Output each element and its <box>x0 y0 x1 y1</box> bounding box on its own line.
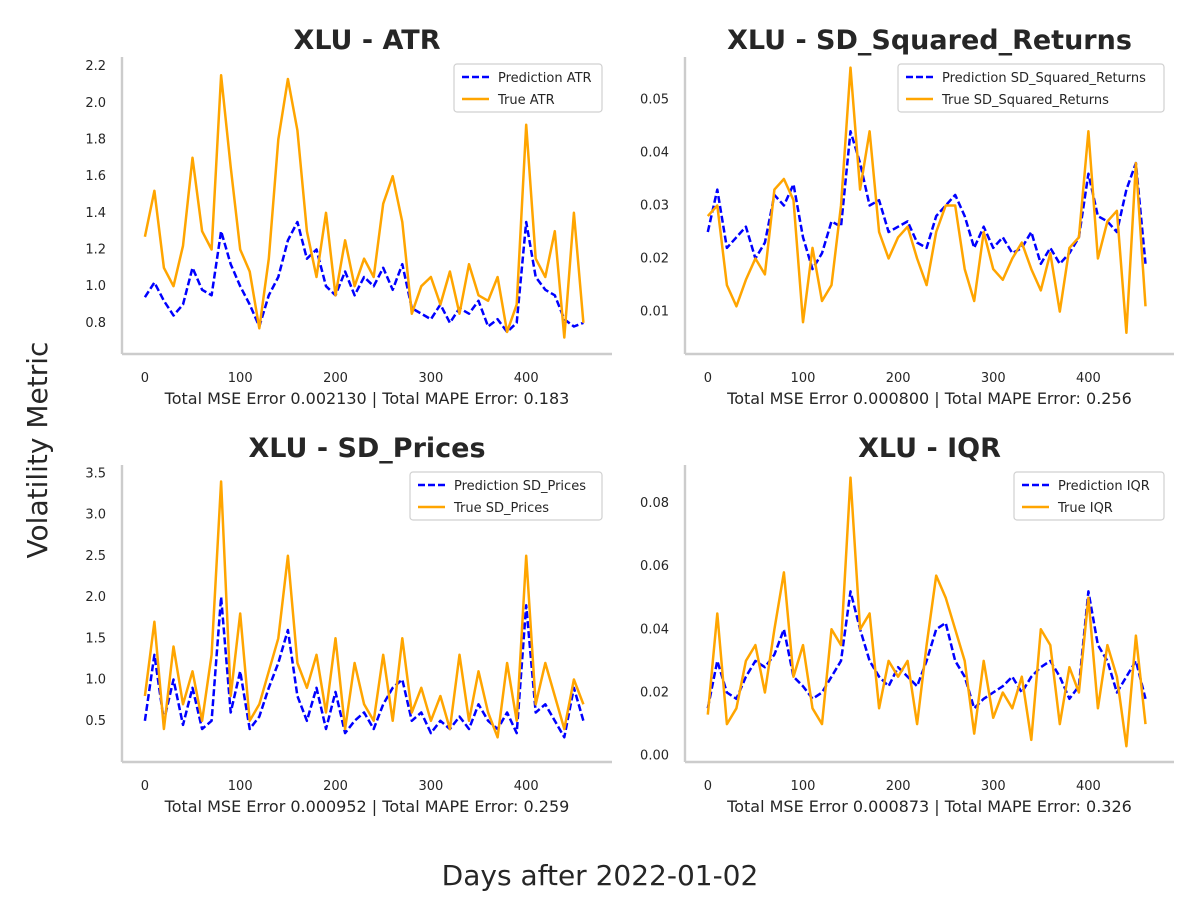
x-tick-label: 200 <box>323 371 348 386</box>
legend-box <box>453 63 603 113</box>
x-tick-label: 300 <box>418 779 443 794</box>
true-series-line <box>706 66 1147 335</box>
true-series-line <box>706 476 1147 748</box>
legend-entry: Prediction IQR <box>1058 479 1150 494</box>
legend-entry: Prediction SD_Prices <box>454 479 586 494</box>
legend-box <box>409 471 603 521</box>
x-tick-label: 400 <box>514 779 539 794</box>
x-tick-label: 400 <box>1076 779 1101 794</box>
legend-box <box>1013 471 1165 521</box>
x-tick-label: 200 <box>886 371 911 386</box>
x-tick-label: 200 <box>886 779 911 794</box>
panel-title: XLU - ATR <box>294 25 441 56</box>
chart-panel: XLU - ATR 0 100 200 300 400 0.8 1.0 1.2 1.4 1.6 1.8… <box>85 25 612 408</box>
y-tick-label: 2.2 <box>85 59 106 74</box>
x-tick-label: 100 <box>791 371 816 386</box>
y-tick-label: 0.5 <box>85 714 106 729</box>
legend-entry: True IQR <box>1057 501 1113 516</box>
chart-panel: XLU - SD_Prices 0 100 200 300 400 0.5 1.0 1.5 2.0… <box>85 433 612 816</box>
error-metrics-label: Total MSE Error 0.002130 | Total MAPE Er… <box>164 389 570 408</box>
y-tick-label: 3.5 <box>85 466 106 481</box>
chart-panel: XLU - SD_Squared_Returns 0 100 200 300 400 0.0… <box>640 25 1174 408</box>
x-tick-label: 300 <box>981 779 1006 794</box>
figure-ylabel: Volatility Metric <box>21 342 54 559</box>
prediction-series-line <box>143 220 584 334</box>
y-tick-label: 2.0 <box>85 96 106 111</box>
error-metrics-label: Total MSE Error 0.000800 | Total MAPE Er… <box>726 389 1132 408</box>
y-tick-label: 1.0 <box>85 673 106 688</box>
y-tick-label: 0.8 <box>85 316 106 331</box>
x-tick-label: 0 <box>141 779 149 794</box>
y-tick-label: 2.0 <box>85 590 106 605</box>
legend: Prediction SD_Squared_Returns True SD_Squ… <box>897 63 1165 113</box>
legend: Prediction SD_Prices True SD_Prices <box>409 471 603 521</box>
y-tick-label: 0.02 <box>640 252 669 267</box>
y-tick-label: 0.00 <box>640 749 669 764</box>
figure-xlabel: Days after 2022-01-02 <box>442 859 759 892</box>
true-series-line <box>143 480 585 739</box>
prediction-series-line <box>706 590 1147 710</box>
y-tick-label: 1.5 <box>85 631 106 646</box>
x-tick-label: 400 <box>1076 371 1101 386</box>
legend-entry: True SD_Prices <box>453 501 549 516</box>
y-tick-label: 0.04 <box>640 145 669 160</box>
panel-title: XLU - IQR <box>858 433 1001 464</box>
y-tick-label: 0.06 <box>640 559 669 574</box>
x-tick-label: 100 <box>228 371 253 386</box>
legend-entry: True SD_Squared_Returns <box>941 93 1109 108</box>
x-tick-label: 0 <box>704 779 712 794</box>
y-tick-label: 0.02 <box>640 685 669 700</box>
legend-entry: Prediction SD_Squared_Returns <box>942 71 1146 86</box>
true-series-line <box>143 74 585 339</box>
y-tick-label: 0.05 <box>640 92 669 107</box>
x-tick-label: 0 <box>141 371 149 386</box>
error-metrics-label: Total MSE Error 0.000952 | Total MAPE Er… <box>164 797 570 816</box>
x-tick-label: 300 <box>981 371 1006 386</box>
legend-entry: Prediction ATR <box>498 71 592 86</box>
y-tick-label: 1.6 <box>85 169 106 184</box>
panel-title: XLU - SD_Prices <box>248 433 485 464</box>
y-tick-label: 0.08 <box>640 496 669 511</box>
x-tick-label: 100 <box>791 779 816 794</box>
y-tick-label: 1.2 <box>85 243 106 258</box>
legend: Prediction IQR True IQR <box>1013 471 1165 521</box>
y-tick-label: 1.0 <box>85 279 106 294</box>
y-tick-label: 3.0 <box>85 508 106 523</box>
y-tick-label: 1.8 <box>85 133 106 148</box>
error-metrics-label: Total MSE Error 0.000873 | Total MAPE Er… <box>726 797 1132 816</box>
y-tick-label: 0.03 <box>640 199 669 214</box>
x-tick-label: 100 <box>228 779 253 794</box>
legend-entry: True ATR <box>497 93 555 108</box>
y-tick-label: 0.01 <box>640 305 669 320</box>
legend: Prediction ATR True ATR <box>453 63 603 113</box>
y-tick-label: 2.5 <box>85 549 106 564</box>
prediction-series-line <box>706 130 1147 271</box>
panel-title: XLU - SD_Squared_Returns <box>727 25 1132 56</box>
x-tick-label: 0 <box>704 371 712 386</box>
y-tick-label: 1.4 <box>85 206 106 221</box>
chart-panel: XLU - IQR 0 100 200 300 400 0.00 0.02 0.04 0.06 0.… <box>640 433 1174 816</box>
x-tick-label: 400 <box>514 371 539 386</box>
legend-box <box>897 63 1165 113</box>
x-tick-label: 300 <box>418 371 443 386</box>
prediction-series-line <box>143 595 585 739</box>
x-tick-label: 200 <box>323 779 348 794</box>
y-tick-label: 0.04 <box>640 622 669 637</box>
